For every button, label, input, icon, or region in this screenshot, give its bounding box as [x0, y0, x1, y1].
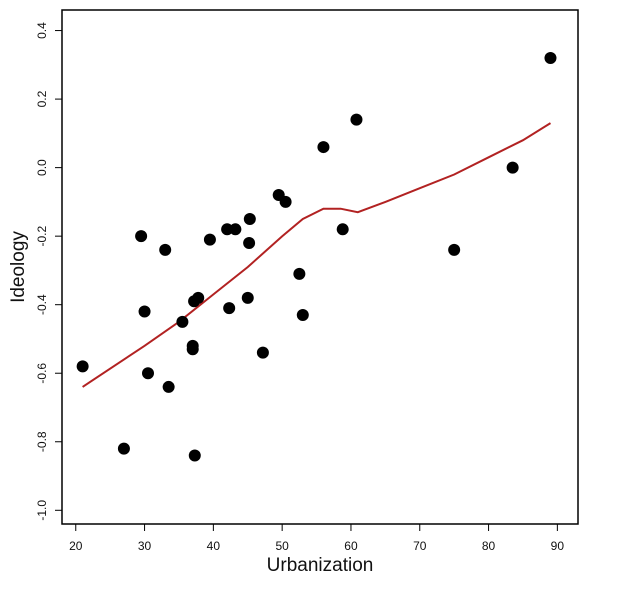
- y-tick-label: -0.8: [35, 431, 49, 452]
- data-point: [192, 291, 205, 304]
- data-point: [296, 308, 309, 321]
- x-tick-label: 20: [69, 539, 83, 553]
- data-point: [188, 449, 201, 462]
- y-tick-label: -1.0: [35, 500, 49, 521]
- y-tick-label: 0.2: [35, 90, 49, 107]
- x-tick-label: 30: [138, 539, 152, 553]
- y-axis: -1.0 -0.8 -0.6 -0.4 -0.2 0.0 0.2 0.4: [35, 22, 62, 521]
- data-point: [241, 291, 254, 304]
- data-point: [186, 343, 199, 356]
- points-layer: [76, 51, 557, 462]
- y-tick-label: -0.2: [35, 225, 49, 246]
- data-point: [229, 223, 242, 236]
- x-tick-label: 60: [344, 539, 358, 553]
- y-tick-label: 0.4: [35, 22, 49, 39]
- smoothed-trend-line: [82, 122, 552, 388]
- y-axis-label: Ideology: [8, 231, 29, 303]
- data-point: [256, 346, 269, 359]
- x-axis: 20 30 40 50 60 70 80 90: [69, 524, 564, 553]
- data-point: [159, 243, 172, 256]
- x-tick-label: 80: [482, 539, 496, 553]
- data-point: [293, 267, 306, 280]
- y-tick-label: 0.0: [35, 159, 49, 176]
- data-point: [223, 302, 236, 315]
- x-tick-label: 50: [275, 539, 289, 553]
- data-point: [176, 315, 189, 328]
- data-point: [162, 380, 175, 393]
- x-tick-label: 40: [207, 539, 221, 553]
- data-point: [243, 213, 256, 226]
- data-point: [350, 113, 363, 126]
- y-tick-label: -0.6: [35, 363, 49, 384]
- x-tick-label: 70: [413, 539, 427, 553]
- data-point: [448, 243, 461, 256]
- data-point: [135, 230, 148, 243]
- data-point: [243, 237, 256, 250]
- data-point: [317, 141, 330, 154]
- data-point: [117, 442, 130, 455]
- data-point: [142, 367, 154, 380]
- x-tick-label: 90: [551, 539, 565, 553]
- x-axis-label: Urbanization: [267, 555, 374, 576]
- data-point: [76, 360, 89, 373]
- plot-frame: [61, 9, 579, 525]
- y-tick-label: -0.4: [35, 294, 49, 315]
- data-point: [138, 305, 151, 318]
- data-point: [221, 223, 234, 236]
- data-point: [279, 195, 292, 208]
- data-point: [336, 223, 349, 236]
- data-point: [544, 51, 557, 64]
- data-point: [506, 161, 519, 174]
- data-point: [203, 233, 216, 246]
